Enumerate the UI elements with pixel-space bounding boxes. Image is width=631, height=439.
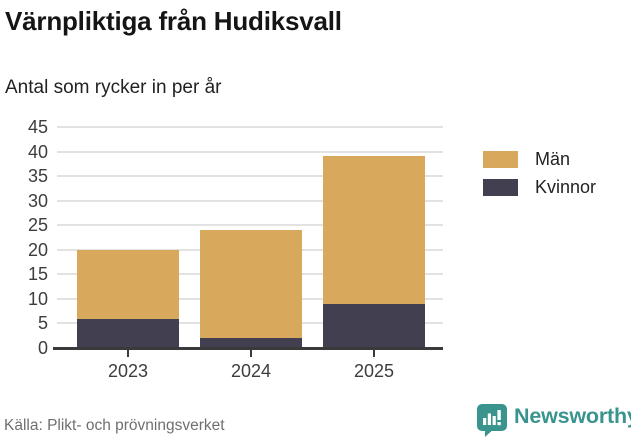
y-tick-label-40: 40 <box>27 141 48 162</box>
newsworthy-logo: Newsworthy <box>476 403 631 437</box>
bar-2024-män <box>200 230 302 339</box>
legend-label-män: Män <box>535 148 571 169</box>
bar-2023-män <box>77 249 179 319</box>
y-tick-label-45: 45 <box>27 117 48 137</box>
y-tick-label-10: 10 <box>27 288 48 309</box>
x-tick-label-2023: 2023 <box>107 361 149 381</box>
x-tick-label-2025: 2025 <box>353 361 395 381</box>
y-tick-label-35: 35 <box>27 166 48 187</box>
x-tick-label-2024: 2024 <box>230 361 272 381</box>
gridline-40 <box>57 150 443 153</box>
bar-2023-kvinnor <box>77 318 179 348</box>
x-axis-line <box>53 347 443 350</box>
legend-item-män: Män <box>483 148 596 169</box>
gridline-25 <box>57 224 443 227</box>
y-tick-label-15: 15 <box>27 264 48 285</box>
y-tick-label-25: 25 <box>27 215 48 236</box>
x-tick-2023 <box>127 350 129 357</box>
chart-subtitle: Antal som rycker in per år <box>5 77 222 98</box>
chart-title: Värnpliktiga från Hudiksvall <box>5 6 342 36</box>
bar-2024-kvinnor <box>200 338 302 348</box>
bar-chart-speech-bubble-icon <box>477 404 507 437</box>
legend-swatch-män <box>483 150 518 168</box>
newsworthy-wordmark: Newsworthy <box>514 404 631 428</box>
y-tick-label-20: 20 <box>27 239 48 260</box>
gridline-30 <box>57 199 443 202</box>
gridline-35 <box>57 175 443 178</box>
source-note: Källa: Plikt- och prövningsverket <box>4 417 225 434</box>
y-tick-label-5: 5 <box>37 313 48 334</box>
x-tick-2025 <box>373 350 375 357</box>
legend-swatch-kvinnor <box>483 178 518 196</box>
legend-label-kvinnor: Kvinnor <box>535 176 597 197</box>
x-tick-2024 <box>250 350 252 357</box>
legend-item-kvinnor: Kvinnor <box>483 176 597 197</box>
bar-2025-kvinnor <box>323 303 425 348</box>
y-tick-label-0: 0 <box>37 338 48 358</box>
stacked-bar-plot-area <box>57 126 443 348</box>
gridline-45 <box>57 126 443 128</box>
bar-2025-män <box>323 156 425 304</box>
legend: Män Kvinnor <box>483 148 597 206</box>
y-tick-label-30: 30 <box>27 190 48 211</box>
